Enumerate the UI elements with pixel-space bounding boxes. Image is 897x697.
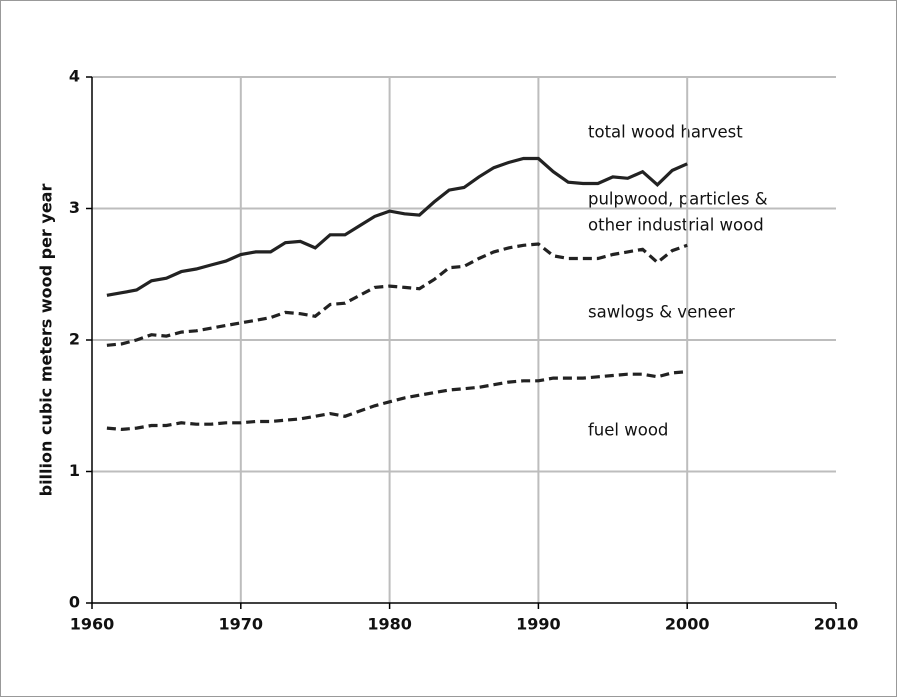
x-tick-label: 1990 <box>516 615 561 634</box>
y-tick-label: 1 <box>69 461 80 480</box>
x-tick-label: 2000 <box>665 615 710 634</box>
y-tick-label: 2 <box>69 330 80 349</box>
annotation: pulpwood, particles & <box>588 190 768 209</box>
line <box>106 242 688 347</box>
line <box>106 156 688 297</box>
y-axis-title: billion cubic meters wood per year <box>37 184 56 497</box>
x-tick-label: 1960 <box>70 615 115 634</box>
annotation: fuel wood <box>588 421 668 440</box>
y-tick-label: 4 <box>69 67 80 86</box>
annotation: sawlogs & veneer <box>588 303 735 322</box>
x-tick-label: 2010 <box>814 615 859 634</box>
annotation: total wood harvest <box>588 123 743 142</box>
y-tick-label: 0 <box>69 593 80 612</box>
line <box>106 370 688 432</box>
y-tick-label: 3 <box>69 198 80 217</box>
annotation: other industrial wood <box>588 216 764 235</box>
x-tick-label: 1980 <box>367 615 412 634</box>
x-tick-label: 1970 <box>219 615 264 634</box>
